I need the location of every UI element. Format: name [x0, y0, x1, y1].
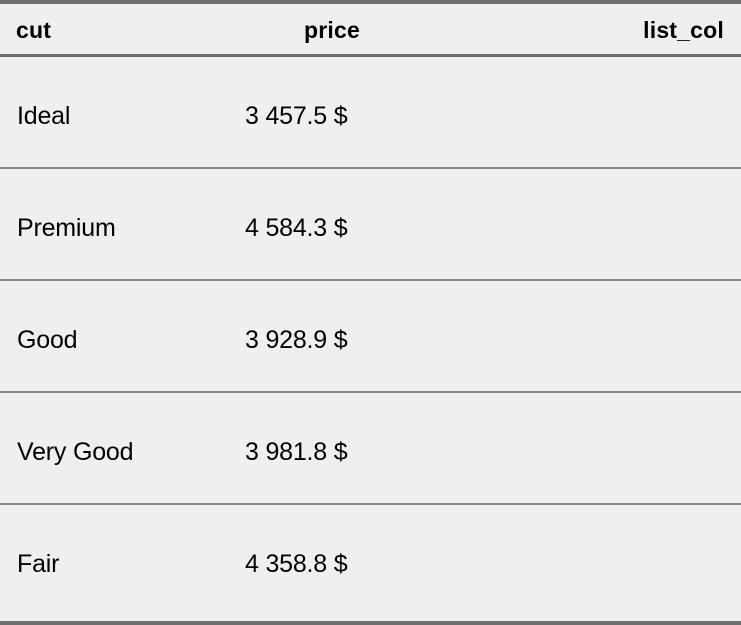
table-row: Good 3 928.9 $	[0, 281, 741, 393]
column-header-list-col: list_col	[643, 17, 724, 43]
cell-cut: Very Good	[17, 438, 134, 466]
cell-price: 3 928.9 $	[245, 326, 348, 354]
table-row: Ideal 3 457.5 $	[0, 57, 741, 169]
cell-price: 4 584.3 $	[245, 214, 348, 242]
cell-price: 3 981.8 $	[245, 438, 348, 466]
cell-price: 4 358.8 $	[245, 550, 348, 578]
cell-cut: Ideal	[17, 102, 71, 130]
table-header: cut price list_col	[0, 4, 741, 54]
cell-cut: Fair	[17, 550, 60, 578]
column-header-price: price	[304, 17, 360, 43]
column-header-cut: cut	[16, 17, 52, 43]
table-bottom-rule	[0, 621, 741, 625]
header-rule	[0, 54, 741, 57]
cell-cut: Premium	[17, 214, 116, 242]
table-body: Ideal 3 457.5 $ Premium 4 584.3 $ Good 3…	[0, 57, 741, 618]
table-row: Fair 4 358.8 $	[0, 505, 741, 618]
table-row: Premium 4 584.3 $	[0, 169, 741, 281]
table-row: Very Good 3 981.8 $	[0, 393, 741, 505]
cell-price: 3 457.5 $	[245, 102, 348, 130]
table-top-rule	[0, 0, 741, 4]
cell-cut: Good	[17, 326, 78, 354]
